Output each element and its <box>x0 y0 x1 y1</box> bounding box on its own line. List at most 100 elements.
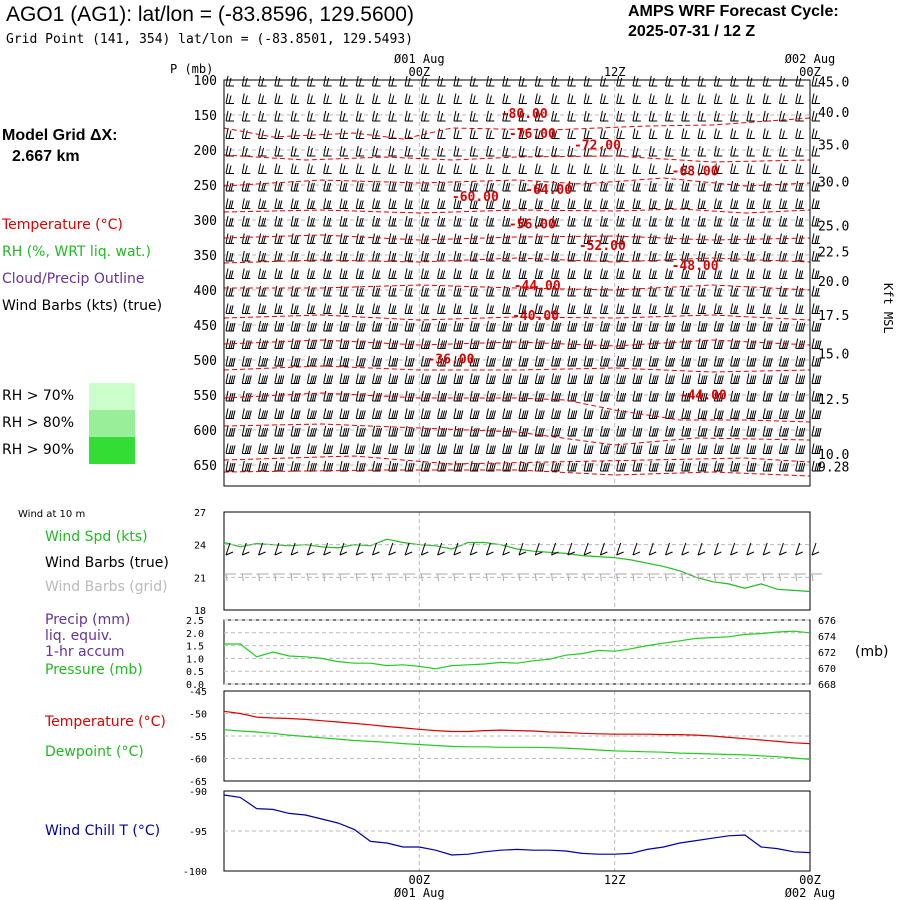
wind-barb <box>258 355 269 367</box>
wind-barb-flag <box>326 252 330 262</box>
wind-barb-flag <box>639 392 643 402</box>
wind-barb-flag <box>814 445 818 454</box>
wind-barb-flag <box>749 462 753 472</box>
wind-barb-flag <box>391 287 395 297</box>
wind-barb <box>339 268 348 279</box>
wind-barb-flag <box>277 392 281 402</box>
wind-barb <box>811 233 820 244</box>
wind-barb-flag <box>765 95 769 104</box>
wind-barb-shaft <box>225 373 229 384</box>
wind-barb-flag <box>798 182 802 192</box>
wind-barb-flag <box>523 287 527 297</box>
wind-barb <box>534 75 544 87</box>
wind-barb-flag <box>492 375 496 384</box>
wind-barb-shaft <box>567 390 571 402</box>
wind-barb-shaft <box>323 425 327 437</box>
wind-barb <box>404 215 414 227</box>
wind-barb-flag <box>704 340 708 349</box>
wind-barb <box>730 215 739 227</box>
wind-barb <box>469 268 479 279</box>
wind-barb-flag <box>718 445 722 454</box>
wind-barb-flag <box>523 322 527 332</box>
wind-barb-flag <box>248 462 252 472</box>
wind-barb-flag <box>261 375 265 384</box>
isotherm-label: -36.00 <box>427 353 474 368</box>
wind-barb-shaft <box>469 93 473 104</box>
wind-barb-shaft <box>518 408 522 419</box>
wind-barb-shaft <box>225 408 229 419</box>
wind-barb-shaft <box>599 390 603 402</box>
wind-barb <box>616 320 627 332</box>
wind-barb <box>339 233 348 244</box>
wind-barb-flag <box>621 305 625 314</box>
wind-barb-flag <box>537 392 541 402</box>
wind-barb-flag <box>295 357 299 367</box>
wind-barb-flag <box>509 340 513 349</box>
wind-barb <box>583 373 594 384</box>
grid-wind-barb-flag <box>453 573 456 582</box>
wind-barb <box>485 145 495 157</box>
wind-barb <box>274 460 285 472</box>
wind-barb <box>746 128 755 139</box>
wind-barb-flag <box>539 217 543 227</box>
wind-barb-shaft <box>632 338 636 349</box>
grid-wind-barb <box>549 573 562 582</box>
sfc-wind-barb <box>697 542 706 556</box>
wind-barb-flag <box>651 445 655 454</box>
wind-barb <box>241 110 251 122</box>
wind-barb-flag <box>246 235 250 244</box>
wind-barb-flag <box>248 322 252 332</box>
wind-barb-shaft <box>762 285 766 297</box>
wind-barb-flag <box>816 200 820 209</box>
wind-barb <box>453 128 462 139</box>
wind-barb-flag <box>751 445 755 454</box>
wind-barb-flag <box>456 95 460 104</box>
wind-barb-flag <box>686 375 690 384</box>
wind-barb-flag <box>621 252 625 262</box>
wind-barb-flag <box>442 445 446 454</box>
wind-barb-flag <box>472 182 476 192</box>
sfc-wind-barb-flag <box>323 551 331 556</box>
wind-barb-shaft <box>469 198 473 209</box>
wind-barb-flag <box>688 445 692 454</box>
sfc-wind-barb <box>567 542 576 556</box>
wind-barb-shaft <box>632 355 636 367</box>
wind-barb <box>420 198 430 209</box>
wind-barb-shaft <box>795 355 799 367</box>
wind-barb-flag <box>391 270 395 279</box>
wind-barb <box>225 93 234 104</box>
grid-wind-barb-flag <box>551 573 554 582</box>
wind-barb-flag <box>635 270 639 279</box>
wind-barb-flag <box>279 200 283 209</box>
wind-barb-flag <box>635 147 639 157</box>
wind-barb <box>583 163 593 174</box>
wind-barb <box>258 198 267 209</box>
wind-barb-flag <box>326 287 330 297</box>
wind-barb-shaft <box>306 250 310 262</box>
grid-wind-barb <box>647 573 660 582</box>
wind-barb <box>469 285 479 297</box>
wind-barb-flag <box>716 410 720 419</box>
wind-barb-flag <box>358 357 362 367</box>
wind-barb-flag <box>651 287 655 297</box>
wind-barb-flag <box>456 112 460 122</box>
wind-barb-flag <box>525 322 529 332</box>
wind-barb-flag <box>668 270 671 279</box>
height-tick-label: 40.0 <box>818 106 849 121</box>
wind-barb-flag <box>521 340 525 349</box>
wind-barb <box>372 303 381 314</box>
sfc-wind-barb-shaft <box>372 542 377 556</box>
wind-barb-flag <box>672 445 675 454</box>
wind-barb-flag <box>342 147 346 157</box>
wind-barb-shaft <box>762 303 766 314</box>
wind-barb-flag <box>621 235 625 244</box>
wind-barb <box>469 443 480 454</box>
wind-barb-shaft <box>437 425 441 437</box>
wind-barb-shaft <box>502 268 506 279</box>
wind-barb <box>241 215 251 227</box>
wind-barb-shaft <box>583 145 587 157</box>
wind-barb-flag <box>684 357 688 367</box>
sfc-wind-barb-shaft <box>534 542 540 556</box>
wind-barb-shaft <box>762 268 766 279</box>
wind-barb-flag <box>377 357 380 367</box>
